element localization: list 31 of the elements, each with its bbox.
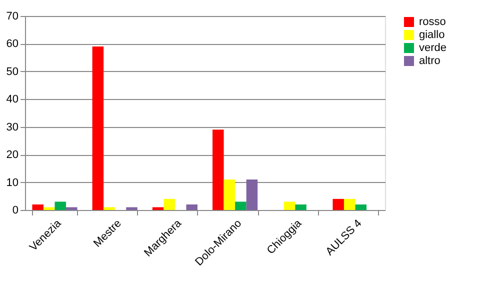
bar <box>344 198 356 210</box>
bar <box>284 202 296 210</box>
bar <box>164 198 175 210</box>
legend-label: rosso <box>419 16 446 28</box>
bar <box>92 46 104 210</box>
bar <box>104 207 115 210</box>
bar <box>224 180 236 210</box>
y-tick-label: 0 <box>12 204 18 216</box>
bar <box>295 204 306 210</box>
y-tick-label: 40 <box>6 94 18 106</box>
y-tick-label: 70 <box>6 10 18 22</box>
bar <box>152 207 164 210</box>
bar <box>43 207 55 210</box>
bar <box>66 207 78 210</box>
bar <box>355 204 367 210</box>
legend-label: giallo <box>419 29 445 41</box>
y-tick-label: 10 <box>6 176 18 189</box>
y-tick-label: 30 <box>6 121 18 134</box>
legend-label: verde <box>419 42 447 54</box>
bar <box>235 202 246 210</box>
bar <box>246 180 258 210</box>
bar <box>332 198 344 210</box>
bar <box>212 130 224 210</box>
y-tick-label: 50 <box>6 66 18 78</box>
bar <box>186 204 198 210</box>
bar <box>126 207 138 210</box>
y-tick-label: 20 <box>6 149 18 162</box>
legend-label: altro <box>419 55 440 67</box>
bar <box>32 204 44 210</box>
y-tick-label: 60 <box>6 38 18 50</box>
bar <box>54 202 66 210</box>
